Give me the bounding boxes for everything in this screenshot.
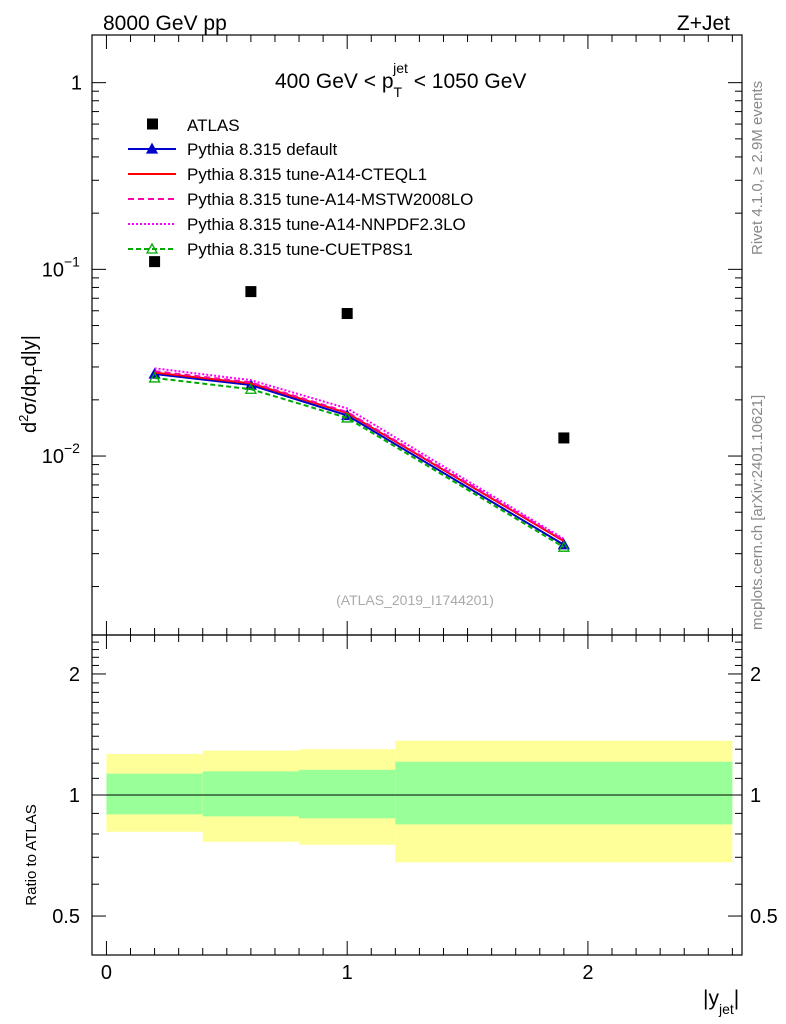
- main-ylabel: d2σ/dpTd|y|: [16, 335, 45, 433]
- ratio-ytick-label-right-2: 2: [750, 664, 761, 686]
- legend-label-3: Pythia 8.315 tune-A14-NNPDF2.3LO: [187, 215, 466, 234]
- atlas-point: [149, 256, 161, 268]
- main-axes: 110−110−2: [42, 34, 743, 636]
- title-sub: T: [394, 84, 403, 100]
- mc-series-group: [148, 367, 570, 552]
- ratio-ytick-label-1: 1: [69, 785, 80, 807]
- legend-marker-4: [145, 242, 159, 254]
- ratio-stat-band-2: [299, 769, 396, 819]
- title-sup: jet: [392, 60, 408, 76]
- series-line-4: [154, 376, 565, 549]
- atlas-data-group: [149, 256, 570, 444]
- svg-text:d2σ/dpTd|y|: d2σ/dpTd|y|: [16, 335, 45, 433]
- series-line-1: [154, 371, 565, 543]
- atlas-point: [245, 286, 257, 298]
- mcplots-label: mcplots.cern.ch [arXiv:2401.10621]: [749, 395, 766, 630]
- ratio-ytick-label-right-0: 0.5: [750, 906, 778, 928]
- legend-marker-atlas: [147, 118, 158, 130]
- series-line-3: [154, 367, 565, 540]
- atlas-point: [341, 308, 353, 320]
- chart-title: 400 GeV < pTjet < 1050 GeV: [275, 60, 526, 100]
- ratio-axes: 0.5 0.5 1 1 2 2 0 1 2: [52, 634, 778, 984]
- ratio-stat-band-1: [202, 771, 300, 817]
- main-ytick-exp-1: −1: [64, 253, 80, 269]
- xtick-label-1: 1: [342, 962, 353, 984]
- legend-label-atlas: ATLAS: [187, 116, 240, 135]
- series-marker-4: [557, 540, 570, 552]
- legend-label-1: Pythia 8.315 tune-A14-CTEQL1: [187, 165, 427, 184]
- xtick-label-2: 2: [582, 962, 593, 984]
- series-marker-4: [341, 411, 354, 423]
- ratio-bands: [92, 740, 742, 863]
- header-left: 8000 GeV pp: [103, 12, 227, 35]
- title-prefix: 400 GeV < p: [275, 70, 394, 93]
- atlas-point: [558, 432, 570, 444]
- ratio-ytick-label-0: 0.5: [52, 906, 80, 928]
- ratio-ytick-label-right-1: 1: [750, 785, 761, 807]
- series-marker-4: [244, 382, 257, 394]
- series-line-2: [154, 370, 565, 541]
- legend-label-4: Pythia 8.315 tune-CUETP8S1: [187, 240, 413, 259]
- legend-marker-0: [145, 142, 159, 154]
- ratio-stat-band-0: [106, 773, 203, 815]
- ratio-ytick-label-2: 2: [69, 664, 80, 686]
- main-ytick-label-0: 1: [71, 73, 82, 95]
- header-right: Z+Jet: [677, 12, 730, 35]
- xlabel: |yjet|: [703, 987, 739, 1017]
- rivet-label: Rivet 4.1.0, ≥ 2.9M events: [749, 81, 766, 255]
- series-line-0: [154, 373, 565, 546]
- legend-label-2: Pythia 8.315 tune-A14-MSTW2008LO: [187, 190, 473, 209]
- legend: ATLAS Pythia 8.315 default Pythia 8.315 tu…: [128, 116, 473, 259]
- ratio-ylabel: Ratio to ATLAS: [23, 804, 40, 905]
- xtick-label-0: 0: [101, 962, 112, 984]
- ratio-stat-band-3: [395, 761, 733, 825]
- legend-label-0: Pythia 8.315 default: [187, 140, 338, 159]
- main-ytick-exp-2: −2: [64, 440, 80, 456]
- main-ytick-label-2: 10: [42, 446, 64, 468]
- series-marker-4: [148, 371, 161, 383]
- main-ytick-label-1: 10: [42, 259, 64, 281]
- title-suffix: < 1050 GeV: [408, 70, 527, 93]
- watermark: (ATLAS_2019_I1744201): [336, 592, 494, 608]
